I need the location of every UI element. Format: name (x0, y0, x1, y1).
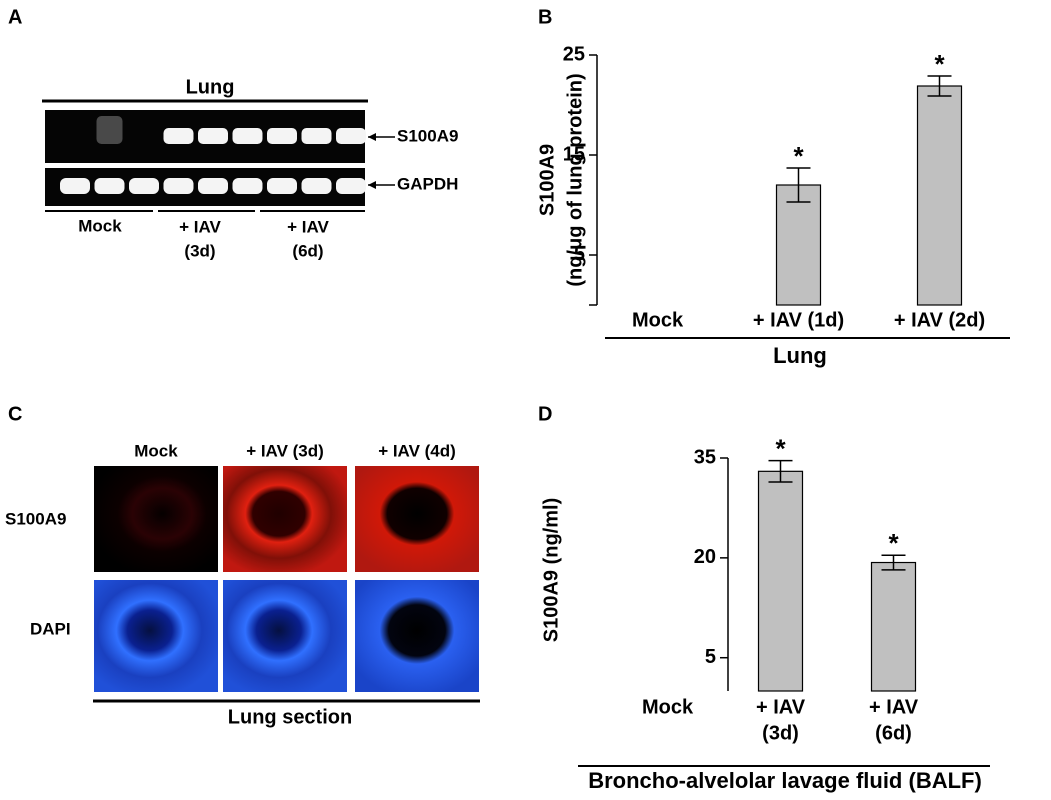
row-label: S100A9 (5, 509, 66, 528)
error-bar (927, 75, 952, 97)
bar (916, 85, 963, 306)
gel-band (96, 116, 123, 144)
gel-band (163, 128, 194, 144)
band-label: GAPDH (397, 174, 458, 193)
error-bar (881, 554, 906, 571)
micrograph (355, 580, 479, 692)
micrograph (94, 466, 218, 572)
group-label: (6d) (292, 241, 323, 260)
y-tick-label: 15 (563, 143, 585, 165)
gel-band (232, 128, 263, 144)
gel-band (129, 178, 159, 194)
column-label: + IAV (3d) (246, 441, 324, 460)
significance-mark: * (793, 141, 804, 171)
x-tick-label: + IAV (1d) (753, 309, 844, 331)
error-bar (768, 459, 793, 483)
micrograph (355, 466, 479, 572)
y-axis-label: (ng/μg of lung protein) (564, 73, 586, 286)
arrow-head (368, 181, 376, 189)
x-tick-label: (3d) (762, 722, 799, 744)
group-label: + IAV (287, 217, 329, 236)
gel-band (267, 178, 297, 194)
significance-mark: * (775, 434, 786, 464)
micrograph (223, 466, 347, 572)
bar (757, 470, 804, 692)
y-tick-label: 5 (574, 243, 585, 265)
gel-band (267, 128, 297, 144)
error-bar (786, 167, 811, 203)
gel-band (60, 178, 90, 194)
gel-band (198, 178, 228, 194)
gel-panel: Lung S100A9 GAPDH Mock + IAV (3d) + IAV … (42, 76, 458, 260)
x-tick-label: + IAV (756, 696, 806, 718)
y-tick-label: 35 (694, 446, 716, 468)
gel-band (198, 128, 228, 144)
micrograph (94, 580, 218, 692)
gel-band (232, 178, 263, 194)
x-tick-label: + IAV (869, 696, 919, 718)
x-tick-label: Mock (642, 696, 694, 718)
gel-band (336, 128, 366, 144)
gel-band (301, 178, 332, 194)
y-tick-label: 5 (705, 646, 716, 668)
gel-band (301, 128, 332, 144)
significance-mark: * (888, 528, 899, 558)
x-axis-label: Broncho-alvelolar lavage fluid (BALF) (588, 768, 982, 793)
band-label: S100A9 (397, 126, 458, 145)
group-label: (3d) (184, 241, 215, 260)
y-tick-label: 20 (694, 546, 716, 568)
y-tick-label: 25 (563, 43, 585, 65)
group-label: + IAV (179, 217, 221, 236)
column-label: + IAV (4d) (378, 441, 456, 460)
x-tick-label: + IAV (2d) (894, 309, 985, 331)
column-label: Mock (134, 441, 178, 460)
panel-label: D (538, 403, 552, 425)
group-label: Mock (78, 216, 122, 235)
caption: Lung section (228, 706, 352, 728)
arrow-head (368, 133, 376, 141)
bar (870, 561, 917, 692)
bar (775, 184, 822, 306)
y-axis-label: S100A9 (ng/ml) (540, 498, 562, 642)
gel-band (336, 178, 366, 194)
microscopy-panel: Mock + IAV (3d) + IAV (4d) S100A9 DAPI L… (5, 441, 480, 728)
panel-label: A (8, 6, 22, 28)
gel-band (163, 178, 194, 194)
x-tick-label: (6d) (875, 722, 912, 744)
significance-mark: * (934, 49, 945, 79)
row-label: DAPI (30, 619, 71, 638)
x-axis-label: Lung (773, 343, 827, 368)
x-tick-label: Mock (632, 309, 684, 331)
gel-title: Lung (186, 76, 235, 98)
panel-label: B (538, 6, 552, 28)
gel-band (94, 178, 125, 194)
y-axis-label: S100A9 (536, 144, 558, 216)
panel-label: C (8, 403, 22, 425)
micrograph (223, 580, 347, 692)
